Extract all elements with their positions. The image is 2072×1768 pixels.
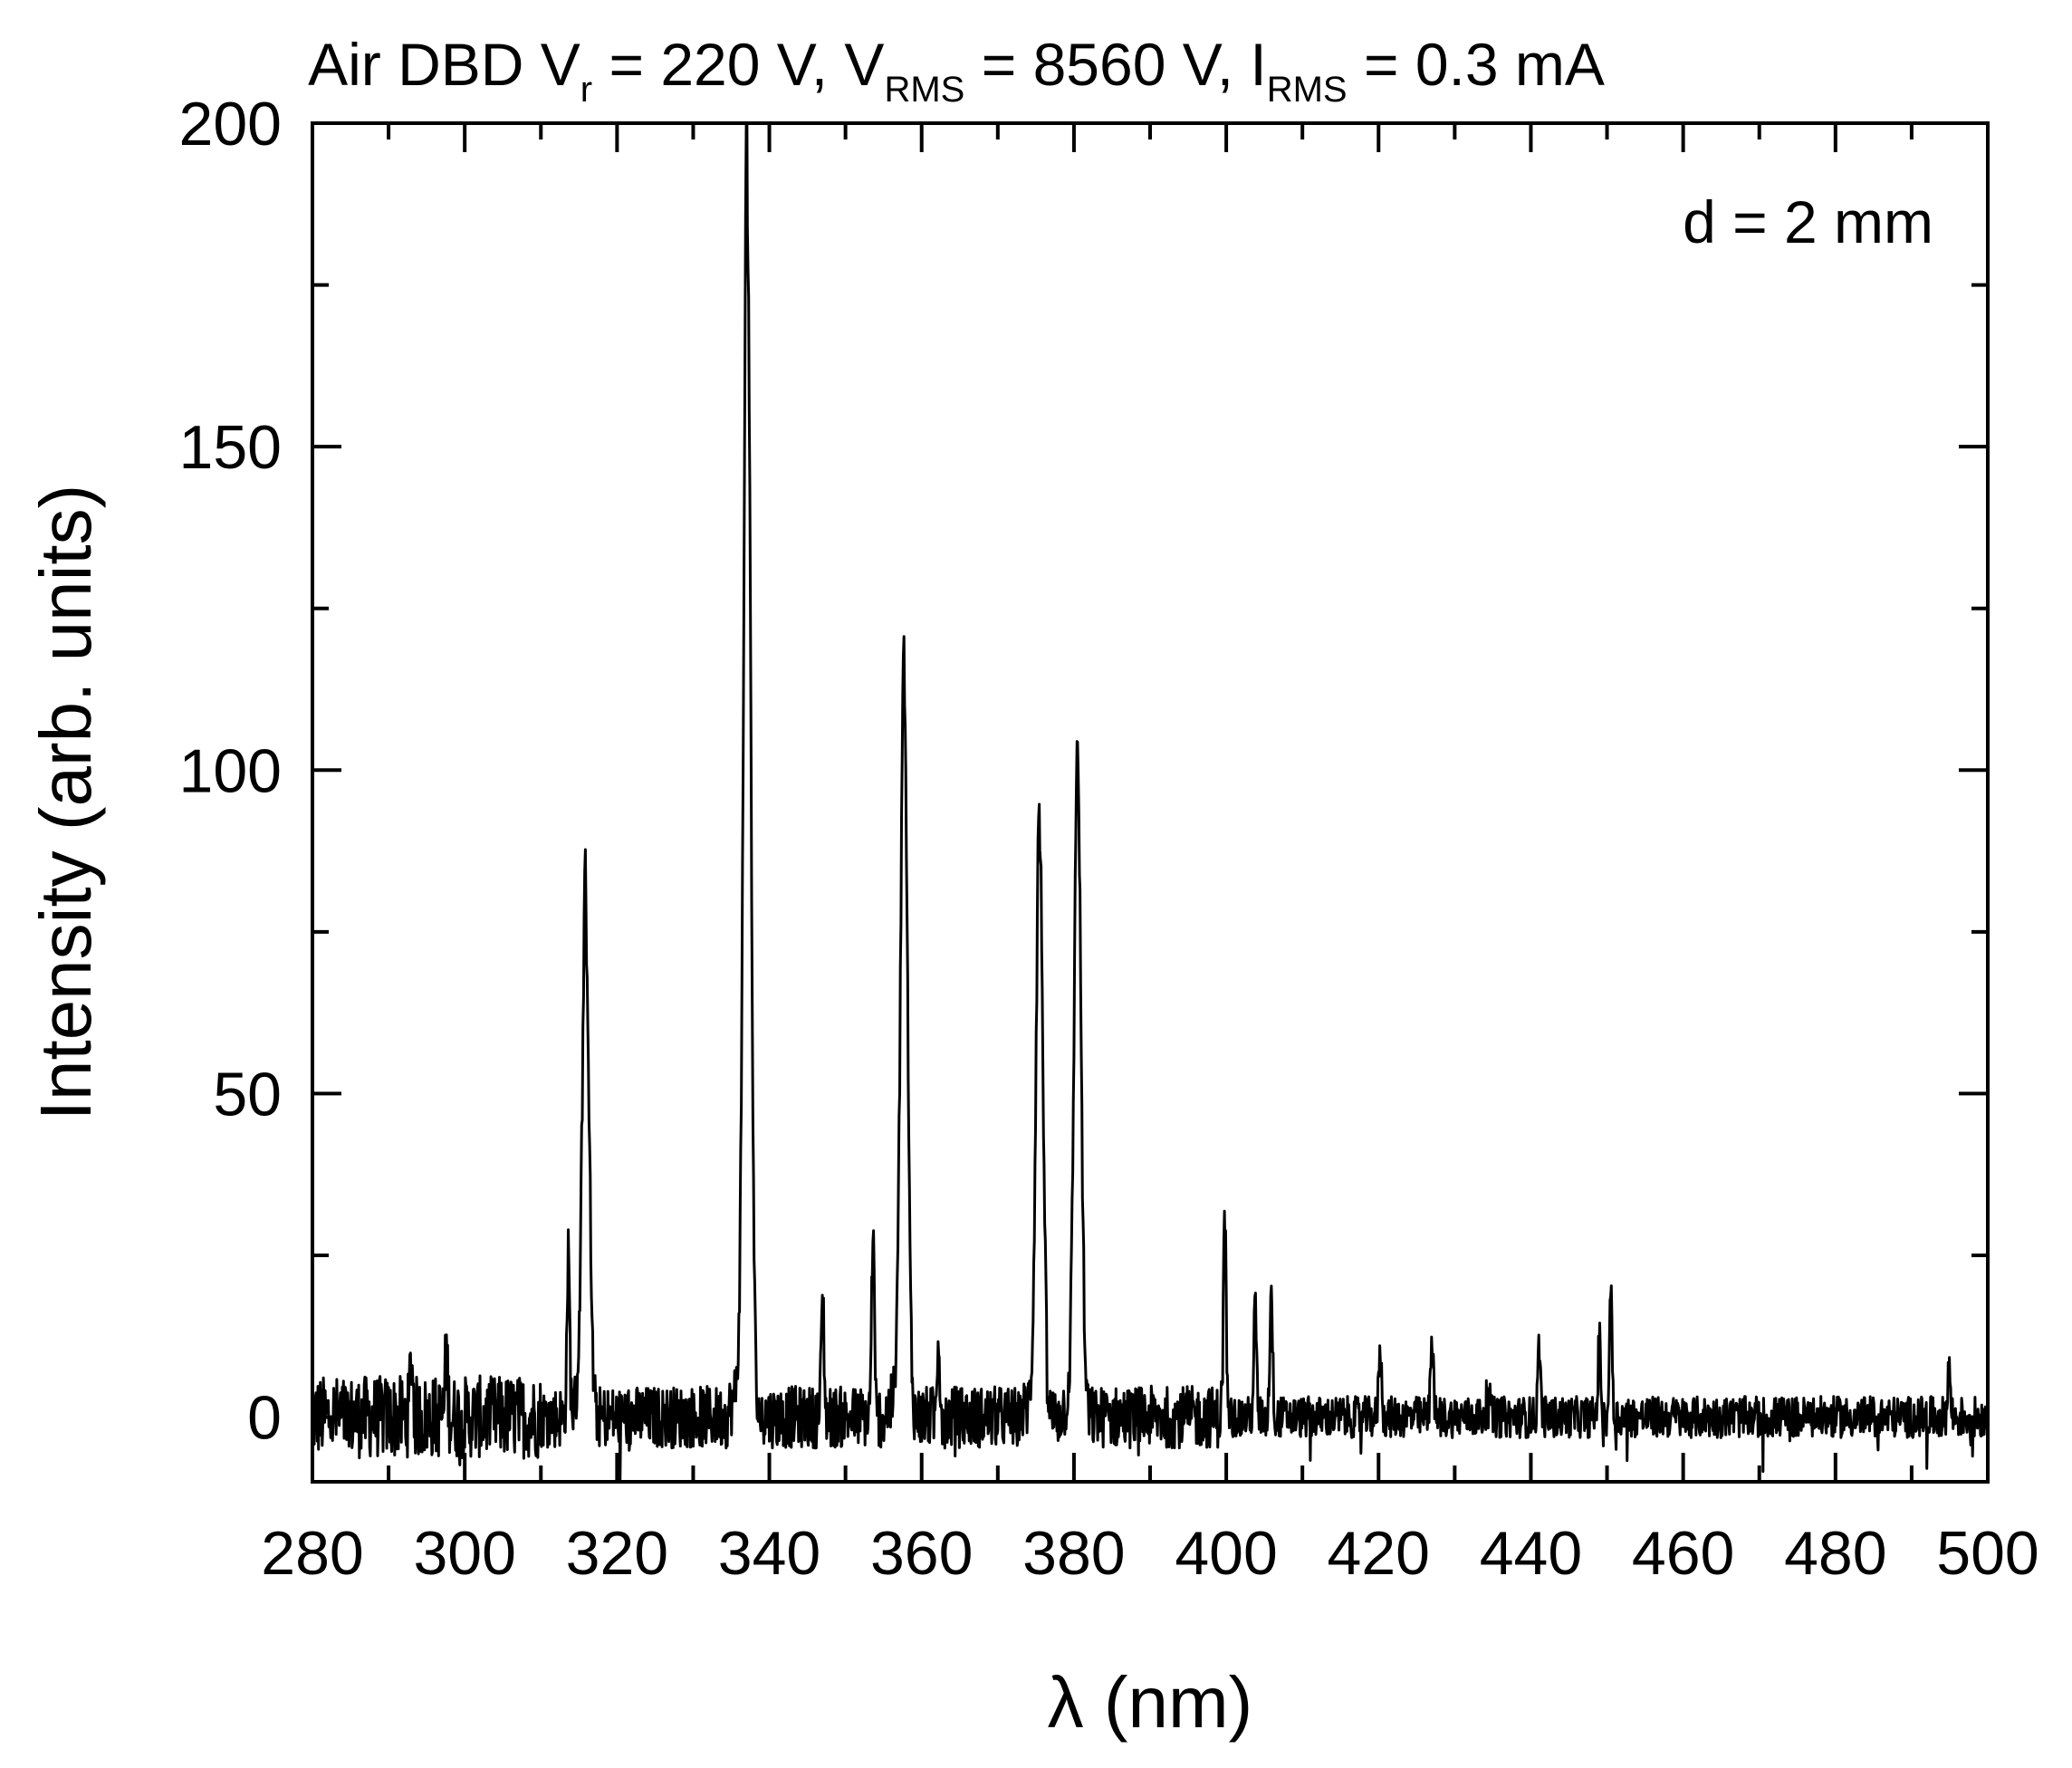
title-subscript-r: r — [580, 70, 592, 110]
y-tick-label: 50 — [213, 1060, 282, 1129]
title-part-2: = 8560 V, I — [964, 31, 1266, 98]
x-tick-label: 380 — [1022, 1519, 1125, 1588]
y-tick-label: 200 — [179, 90, 282, 159]
x-tick-label: 420 — [1328, 1519, 1430, 1588]
x-axis-label: λ (nm) — [1048, 1662, 1253, 1743]
title-subscript-irms: RMS — [1267, 70, 1348, 110]
x-tick-label: 340 — [718, 1519, 820, 1588]
x-tick-label: 280 — [261, 1519, 363, 1588]
x-tick-label: 500 — [1936, 1519, 2038, 1588]
plot-frame — [311, 121, 1990, 1484]
x-tick-label: 300 — [413, 1519, 515, 1588]
x-tick-label: 460 — [1632, 1519, 1734, 1588]
x-tick-label: 360 — [870, 1519, 973, 1588]
y-tick-label: 0 — [247, 1384, 282, 1453]
title-subscript-vrms: RMS — [884, 70, 964, 110]
x-axis-ticks: 280 300 320 340 360 380 400 420 440 460 480 500 — [261, 123, 2039, 1588]
y-axis-ticks: 0 50 100 150 200 — [179, 90, 1988, 1453]
gap-distance-annotation: d = 2 mm — [1683, 188, 1933, 255]
x-tick-label: 400 — [1175, 1519, 1277, 1588]
x-tick-label: 480 — [1784, 1519, 1886, 1588]
title-part-1: = 220 V, V — [592, 31, 884, 98]
y-tick-label: 100 — [179, 736, 282, 805]
x-tick-label: 440 — [1480, 1519, 1582, 1588]
spectrum-series-line — [312, 123, 1988, 1482]
title-prefix: Air DBD V — [308, 31, 580, 98]
title-suffix: = 0.3 mA — [1348, 31, 1605, 98]
x-tick-label: 320 — [566, 1519, 668, 1588]
chart-title: Air DBD Vr = 220 V, VRMS = 8560 V, IRMS … — [308, 31, 1605, 110]
y-axis-label: Intensity (arb. units) — [25, 485, 106, 1121]
y-tick-label: 150 — [179, 413, 282, 482]
plot-area — [312, 123, 1988, 1482]
